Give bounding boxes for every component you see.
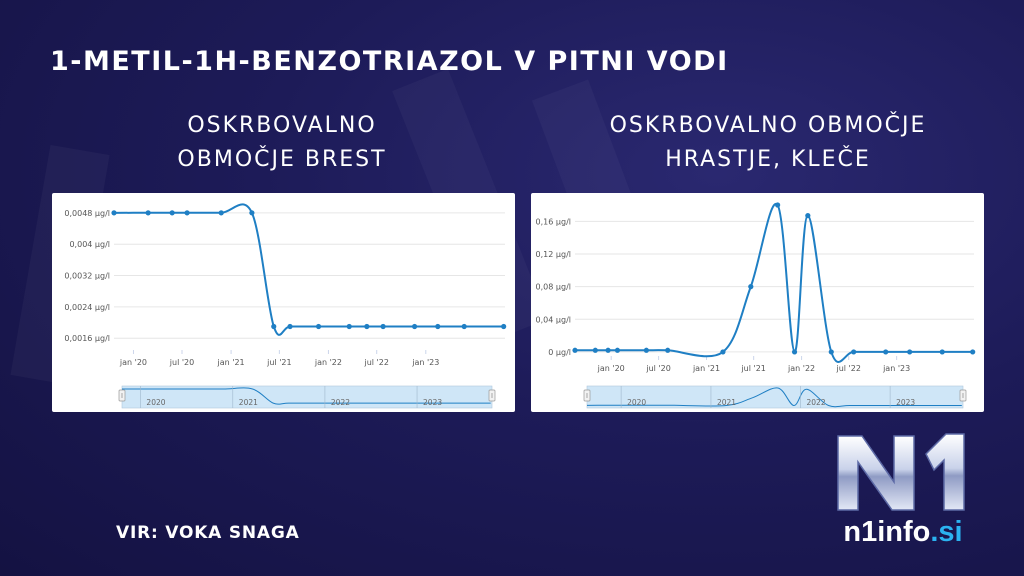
navigator-label: 2022 xyxy=(807,398,826,407)
navigator-label: 2020 xyxy=(627,398,646,407)
data-point xyxy=(271,323,277,330)
logo-name: n1info xyxy=(843,516,931,548)
x-tick-label: jan '23 xyxy=(882,364,910,373)
data-point xyxy=(501,323,507,330)
data-point xyxy=(883,349,889,355)
n1info-wordmark: n1info.si xyxy=(828,516,978,549)
data-point xyxy=(411,323,418,330)
data-point xyxy=(939,349,945,355)
series-line xyxy=(574,202,973,363)
x-tick-label: jul '20 xyxy=(169,358,194,367)
x-tick-label: jan '22 xyxy=(314,358,342,367)
data-point xyxy=(111,210,117,216)
series-line xyxy=(113,203,504,336)
data-point xyxy=(346,323,352,330)
data-point xyxy=(364,323,370,330)
chart-card-hrastje-klece: 0 µg/l 0,04 µg/l 0,08 µg/l 0,12 µg/l 0,16 µg… xyxy=(531,193,984,412)
x-tick-label: jan '22 xyxy=(787,364,815,373)
navigator-label: 2021 xyxy=(239,398,258,407)
data-point xyxy=(828,349,834,355)
x-tick-label: jan '21 xyxy=(217,358,245,367)
data-point xyxy=(287,323,293,330)
data-point xyxy=(614,347,621,353)
y-tick-label: 0,16 µg/l xyxy=(536,217,571,226)
y-tick-label: 0,0032 µg/l xyxy=(64,272,110,281)
logo-tld: .si xyxy=(930,516,963,548)
y-tick-label: 0,0048 µg/l xyxy=(64,209,110,218)
n1-logo-mark xyxy=(837,433,965,511)
navigator-label: 2022 xyxy=(331,398,350,407)
data-point xyxy=(592,347,598,353)
y-tick-label: 0,04 µg/l xyxy=(536,315,571,324)
data-point xyxy=(605,347,611,353)
x-tick-label: jan '21 xyxy=(692,364,720,373)
line-chart-brest[interactable]: 0,0016 µg/l 0,0024 µg/l 0,0032 µg/l 0,004 µ… xyxy=(52,193,515,412)
data-point xyxy=(720,349,726,355)
chart-title-line: OBMOČJE BREST xyxy=(177,147,387,172)
x-tick-label: jan '23 xyxy=(411,358,439,367)
navigator-label: 2023 xyxy=(896,398,915,407)
x-tick-label: jul '22 xyxy=(836,364,861,373)
chart-title-line: HRASTJE, KLEČE xyxy=(665,147,871,172)
page-title: 1-METIL-1H-BENZOTRIAZOL V PITNI VODI xyxy=(50,46,729,77)
y-tick-label: 0,12 µg/l xyxy=(536,250,571,259)
n1info-logo[interactable]: n1info.si xyxy=(828,430,978,555)
x-tick-label: jan '20 xyxy=(119,358,147,367)
data-point xyxy=(218,210,224,216)
data-point xyxy=(435,323,441,330)
data-point xyxy=(169,210,175,216)
navigator-label: 2021 xyxy=(717,398,736,407)
navigator-series-line xyxy=(586,387,962,408)
y-tick-label: 0,0016 µg/l xyxy=(64,334,110,343)
data-point xyxy=(907,349,913,355)
y-tick-label: 0,0024 µg/l xyxy=(64,303,110,312)
y-tick-label: 0,08 µg/l xyxy=(536,283,571,292)
data-point xyxy=(315,323,322,330)
data-point xyxy=(805,213,811,219)
data-point xyxy=(970,349,976,355)
chart-card-brest: 0,0016 µg/l 0,0024 µg/l 0,0032 µg/l 0,004 µ… xyxy=(52,193,515,412)
y-tick-label: 0,004 µg/l xyxy=(69,240,110,249)
navigator-label: 2023 xyxy=(423,398,442,407)
chart-title-hrastje-klece: OSKRBOVALNO OBMOČJE HRASTJE, KLEČE xyxy=(538,109,998,177)
navigator-label: 2020 xyxy=(146,398,165,407)
data-point xyxy=(791,349,798,355)
chart-title-line: OSKRBOVALNO xyxy=(187,113,377,138)
x-tick-label: jul '20 xyxy=(645,364,670,373)
data-point xyxy=(145,210,151,216)
line-chart-hrastje-klece[interactable]: 0 µg/l 0,04 µg/l 0,08 µg/l 0,12 µg/l 0,16 µg… xyxy=(531,193,984,412)
chart-title-line: OSKRBOVALNO OBMOČJE xyxy=(609,113,927,138)
data-point xyxy=(572,347,578,353)
source-label: VIR: VOKA SNAGA xyxy=(116,523,300,543)
navigator-series-line xyxy=(121,387,491,405)
y-tick-label: 0 µg/l xyxy=(548,348,571,357)
data-point xyxy=(184,210,190,216)
data-point xyxy=(775,202,781,208)
data-point xyxy=(748,284,754,290)
data-point xyxy=(249,210,255,216)
x-tick-label: jul '22 xyxy=(363,358,388,367)
x-tick-label: jan '20 xyxy=(597,364,625,373)
data-point xyxy=(461,323,467,330)
data-point xyxy=(851,349,857,355)
data-point xyxy=(643,347,649,353)
chart-title-brest: OSKRBOVALNO OBMOČJE BREST xyxy=(52,109,512,177)
x-tick-label: jul '21 xyxy=(266,358,291,367)
data-point xyxy=(665,347,671,353)
data-point xyxy=(380,323,386,330)
x-tick-label: jul '21 xyxy=(740,364,765,373)
